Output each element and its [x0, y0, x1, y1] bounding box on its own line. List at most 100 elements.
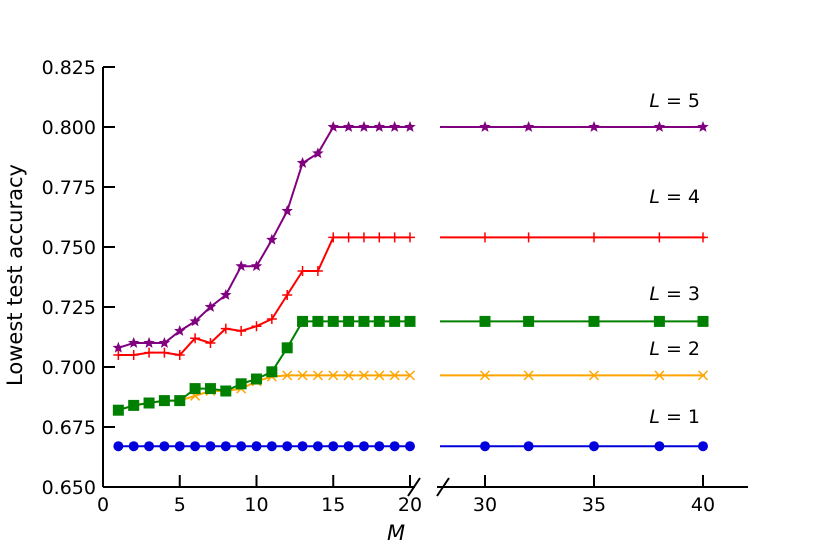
- data-point: [205, 441, 216, 452]
- data-point: [697, 315, 709, 327]
- series-label-3: L = 3: [649, 283, 700, 305]
- axis-break-mark-left: [407, 477, 421, 497]
- data-point: [281, 205, 293, 216]
- x-tick-label: 10: [244, 494, 268, 516]
- data-point: [159, 441, 170, 452]
- axis-break-mark-right: [436, 477, 450, 497]
- data-point: [373, 121, 386, 132]
- labels-layer: L = 1 L = 2 L = 3 L = 4 L = 5: [649, 90, 700, 428]
- data-point: [143, 397, 155, 409]
- data-point: [374, 232, 385, 243]
- data-point: [282, 290, 293, 300]
- data-point: [174, 395, 186, 407]
- x-tick-label: 5: [174, 494, 186, 516]
- data-point: [654, 441, 665, 452]
- data-point: [358, 441, 369, 452]
- x-tick-label: 20: [398, 494, 422, 516]
- data-point: [189, 315, 201, 327]
- data-point: [697, 121, 709, 132]
- data-point: [312, 147, 324, 159]
- y-tick-label: 0.675: [42, 417, 96, 439]
- data-point: [112, 341, 125, 353]
- y-tick-label: 0.800: [42, 117, 96, 139]
- data-point: [405, 441, 415, 452]
- data-point: [174, 325, 186, 336]
- y-tick-label: 0.700: [42, 357, 96, 379]
- data-point: [113, 350, 124, 360]
- data-point: [174, 350, 185, 360]
- data-point: [128, 441, 139, 452]
- data-point: [479, 370, 491, 381]
- data-point: [523, 441, 534, 452]
- data-point: [358, 315, 370, 327]
- data-point: [328, 232, 339, 243]
- data-point: [479, 121, 491, 132]
- series-label-1: L = 1: [649, 406, 700, 428]
- data-point: [654, 370, 665, 381]
- data-point: [479, 315, 491, 327]
- data-point: [523, 370, 534, 381]
- data-point: [282, 441, 293, 452]
- data-point: [235, 378, 247, 390]
- data-point: [266, 233, 278, 245]
- data-point: [235, 260, 247, 272]
- data-point: [589, 441, 599, 452]
- data-point: [588, 121, 600, 132]
- data-point: [588, 315, 600, 327]
- data-point: [297, 266, 308, 276]
- data-point: [698, 232, 708, 243]
- axes: 0.650 0.675 0.700 0.725 0.750 0.775 0.800 0.825…: [42, 57, 748, 516]
- data-point: [189, 383, 201, 395]
- data-point: [389, 370, 400, 381]
- data-point: [328, 370, 339, 381]
- series-label-2: L = 2: [649, 338, 700, 360]
- data-point: [250, 260, 263, 272]
- data-point: [312, 441, 323, 452]
- data-point: [297, 315, 309, 327]
- data-point: [327, 121, 339, 132]
- y-tick-label: 0.750: [42, 237, 96, 259]
- data-point: [144, 441, 155, 452]
- data-point: [480, 441, 490, 452]
- data-point: [343, 441, 354, 452]
- data-point: [523, 232, 534, 243]
- data-point: [358, 232, 369, 243]
- data-point: [159, 347, 170, 358]
- data-point: [112, 404, 124, 416]
- data-point: [144, 347, 155, 358]
- data-point: [266, 441, 277, 452]
- data-point: [220, 289, 232, 300]
- y-tick-label: 0.650: [42, 477, 96, 499]
- data-point: [128, 399, 140, 411]
- data-point: [281, 342, 293, 354]
- data-point: [220, 323, 231, 334]
- data-point: [389, 232, 400, 243]
- x-tick-label: 30: [473, 494, 497, 516]
- data-point: [589, 232, 599, 243]
- data-point: [389, 441, 400, 452]
- data-point: [404, 370, 416, 381]
- y-tick-label: 0.775: [42, 177, 96, 199]
- y-tick-label: 0.725: [42, 297, 96, 319]
- series-2: [113, 370, 709, 416]
- data-point: [282, 370, 293, 381]
- data-point: [204, 301, 217, 312]
- data-point: [251, 373, 262, 385]
- data-point: [266, 314, 277, 324]
- data-point: [342, 121, 355, 132]
- data-point: [158, 395, 170, 407]
- data-point: [297, 370, 308, 381]
- data-point: [312, 266, 323, 276]
- data-point: [389, 315, 401, 327]
- x-axis-label: M: [387, 521, 405, 545]
- series-5: [112, 121, 709, 353]
- series-1: [113, 441, 708, 452]
- data-point: [113, 441, 124, 452]
- x-tick-label: 35: [582, 494, 606, 516]
- data-point: [251, 441, 262, 452]
- data-point: [697, 370, 709, 381]
- data-point: [158, 337, 171, 348]
- x-tick-label: 15: [321, 494, 345, 516]
- series-label-5: L = 5: [649, 90, 700, 112]
